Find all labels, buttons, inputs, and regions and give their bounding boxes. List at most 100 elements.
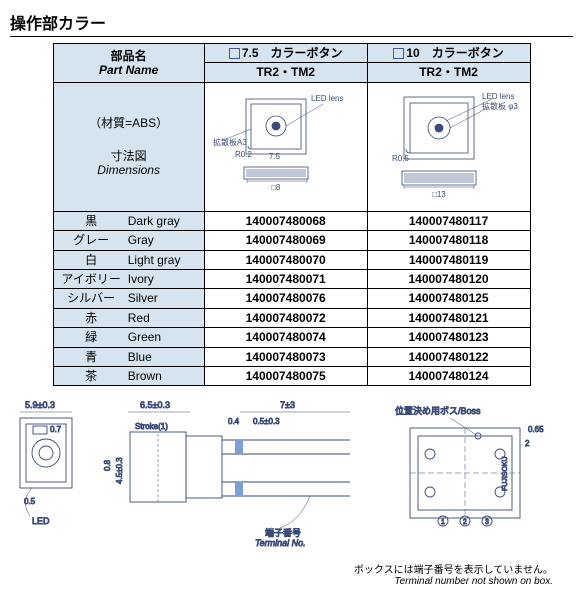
color-en: Light gray xyxy=(128,253,198,267)
color-name-cell: 白 Light gray xyxy=(53,250,204,269)
partnum-col1: 140007480076 xyxy=(204,289,367,308)
col2-header-text: 10 カラーボタン xyxy=(406,46,503,60)
dim-4-5: 4.5±0.3 xyxy=(115,457,124,484)
partnum-col2: 140007480121 xyxy=(367,308,530,327)
stroke-label: Stroke(1) xyxy=(135,422,168,431)
color-name-cell: 赤 Red xyxy=(53,308,204,327)
color-jp: アイボリー xyxy=(61,272,121,286)
dim-08: 0.8 xyxy=(103,460,112,472)
partnum-col2: 140007480125 xyxy=(367,289,530,308)
bottom-drawings: 5.9±0.3 0.7 0.5 LED 6.5±0.3 7±3 Stroke(1… xyxy=(10,396,573,559)
part-name-header: 部品名 Part Name xyxy=(53,44,204,83)
partnum-col2: 140007480124 xyxy=(367,366,530,385)
terminal-jp: 端子番号 xyxy=(265,527,301,538)
table-row: 緑 Green140007480074140007480123 xyxy=(53,328,530,347)
color-jp: 青 xyxy=(61,350,121,364)
partnum-col2: 140007480119 xyxy=(367,250,530,269)
table-row: グレー Gray140007480069140007480118 xyxy=(53,231,530,250)
dim-svg-1: LED lens 拡散板A3 R0.2 7.5 □8 xyxy=(211,89,361,201)
radius-label: R0.2 xyxy=(235,150,252,159)
partnum-col2: 140007480117 xyxy=(367,211,530,230)
dimensions-jp: 寸法図 xyxy=(58,149,200,163)
square-icon xyxy=(229,48,240,59)
footnote: ボックスには端子番号を表示していません。 Terminal number not… xyxy=(10,561,553,587)
color-jp: 緑 xyxy=(61,330,121,344)
table-row: 青 Blue140007480073140007480122 xyxy=(53,347,530,366)
color-name-cell: シルバー Silver xyxy=(53,289,204,308)
dim-0-65: 0.65 xyxy=(528,425,544,434)
color-name-cell: 緑 Green xyxy=(53,328,204,347)
boss-label: 位置決め用ボス/Boss xyxy=(395,405,481,416)
color-jp: 赤 xyxy=(61,311,121,325)
table-row: 赤 Red140007480072140007480121 xyxy=(53,308,530,327)
spec-table: 部品名 Part Name 7.5 カラーボタン 10 カラーボタン TR2・T… xyxy=(53,43,531,386)
width-label: 7.5 xyxy=(269,152,281,161)
dim-5-9: 5.9±0.3 xyxy=(25,400,55,410)
led-label: LED xyxy=(32,516,50,526)
led-lens-label: LED lens xyxy=(482,92,514,101)
radius-label: R0.5 xyxy=(392,154,409,163)
col1-sub: TR2・TM2 xyxy=(204,63,367,82)
partnum-col2: 140007480123 xyxy=(367,328,530,347)
partnum-col1: 140007480068 xyxy=(204,211,367,230)
dim-0-4: 0.4 xyxy=(228,417,240,426)
sq-label: □13 xyxy=(432,190,446,199)
color-jp: グレー xyxy=(61,233,121,247)
sq-label: □8 xyxy=(271,183,281,192)
part-name-jp: 部品名 xyxy=(111,49,147,63)
dimensions-header: （材質=ABS） 寸法図 Dimensions xyxy=(53,82,204,211)
color-name-cell: アイボリー Ivory xyxy=(53,269,204,288)
svg-text:1: 1 xyxy=(441,519,445,526)
col1-header: 7.5 カラーボタン xyxy=(204,44,367,63)
color-en: Ivory xyxy=(128,272,198,286)
dim-svg-2: LED lens 拡散板 φ3 R0.5 □13 xyxy=(374,89,524,201)
color-name-cell: グレー Gray xyxy=(53,231,204,250)
dimensions-en: Dimensions xyxy=(97,163,160,177)
material-note: （材質=ABS） xyxy=(58,116,200,130)
dim-2: 2 xyxy=(525,439,530,448)
color-en: Blue xyxy=(128,350,198,364)
color-name-cell: 茶 Brown xyxy=(53,366,204,385)
col2-header: 10 カラーボタン xyxy=(367,44,530,63)
partnum-col1: 140007480074 xyxy=(204,328,367,347)
color-en: Silver xyxy=(128,291,198,305)
table-row: 茶 Brown140007480075140007480124 xyxy=(53,366,530,385)
dim-6-5: 6.5±0.3 xyxy=(140,400,170,410)
svg-text:2: 2 xyxy=(463,519,467,526)
color-name-cell: 黒 Dark gray xyxy=(53,211,204,230)
footnote-jp: ボックスには端子番号を表示していません。 xyxy=(354,565,553,576)
partnum-col2: 140007480118 xyxy=(367,231,530,250)
footnote-en: Terminal number not shown on box. xyxy=(394,576,553,587)
color-en: Brown xyxy=(128,369,198,383)
terminal-en: Terminal No. xyxy=(255,538,306,548)
part-name-en: Part Name xyxy=(99,63,158,77)
partnum-col1: 140007480072 xyxy=(204,308,367,327)
page-title: 操作部カラー xyxy=(10,16,106,33)
dimension-drawing-1: LED lens 拡散板A3 R0.2 7.5 □8 xyxy=(204,82,367,211)
partnum-col2: 140007480120 xyxy=(367,269,530,288)
diffuser-label: 拡散板A3 xyxy=(213,137,247,147)
table-row: 黒 Dark gray140007480068140007480117 xyxy=(53,211,530,230)
mech-drawing-svg: 5.9±0.3 0.7 0.5 LED 6.5±0.3 7±3 Stroke(1… xyxy=(10,396,570,556)
fujisoku-label: FUJISOKU xyxy=(502,457,509,492)
color-en: Dark gray xyxy=(128,214,198,228)
color-jp: シルバー xyxy=(61,291,121,305)
color-name-cell: 青 Blue xyxy=(53,347,204,366)
col1-header-text: 7.5 カラーボタン xyxy=(242,46,343,60)
partnum-col1: 140007480075 xyxy=(204,366,367,385)
color-en: Green xyxy=(128,330,198,344)
square-icon xyxy=(393,48,404,59)
dim-7-3: 7±3 xyxy=(280,400,295,410)
table-row: アイボリー Ivory140007480071140007480120 xyxy=(53,269,530,288)
led-lens-label: LED lens xyxy=(311,94,343,103)
table-row: シルバー Silver140007480076140007480125 xyxy=(53,289,530,308)
color-jp: 白 xyxy=(61,253,121,267)
color-jp: 茶 xyxy=(61,369,121,383)
diffuser-label: 拡散板 φ3 xyxy=(482,101,518,111)
title-bar: 操作部カラー xyxy=(10,10,573,37)
partnum-col2: 140007480122 xyxy=(367,347,530,366)
color-en: Red xyxy=(128,311,198,325)
partnum-col1: 140007480071 xyxy=(204,269,367,288)
col2-sub: TR2・TM2 xyxy=(367,63,530,82)
partnum-col1: 140007480070 xyxy=(204,250,367,269)
